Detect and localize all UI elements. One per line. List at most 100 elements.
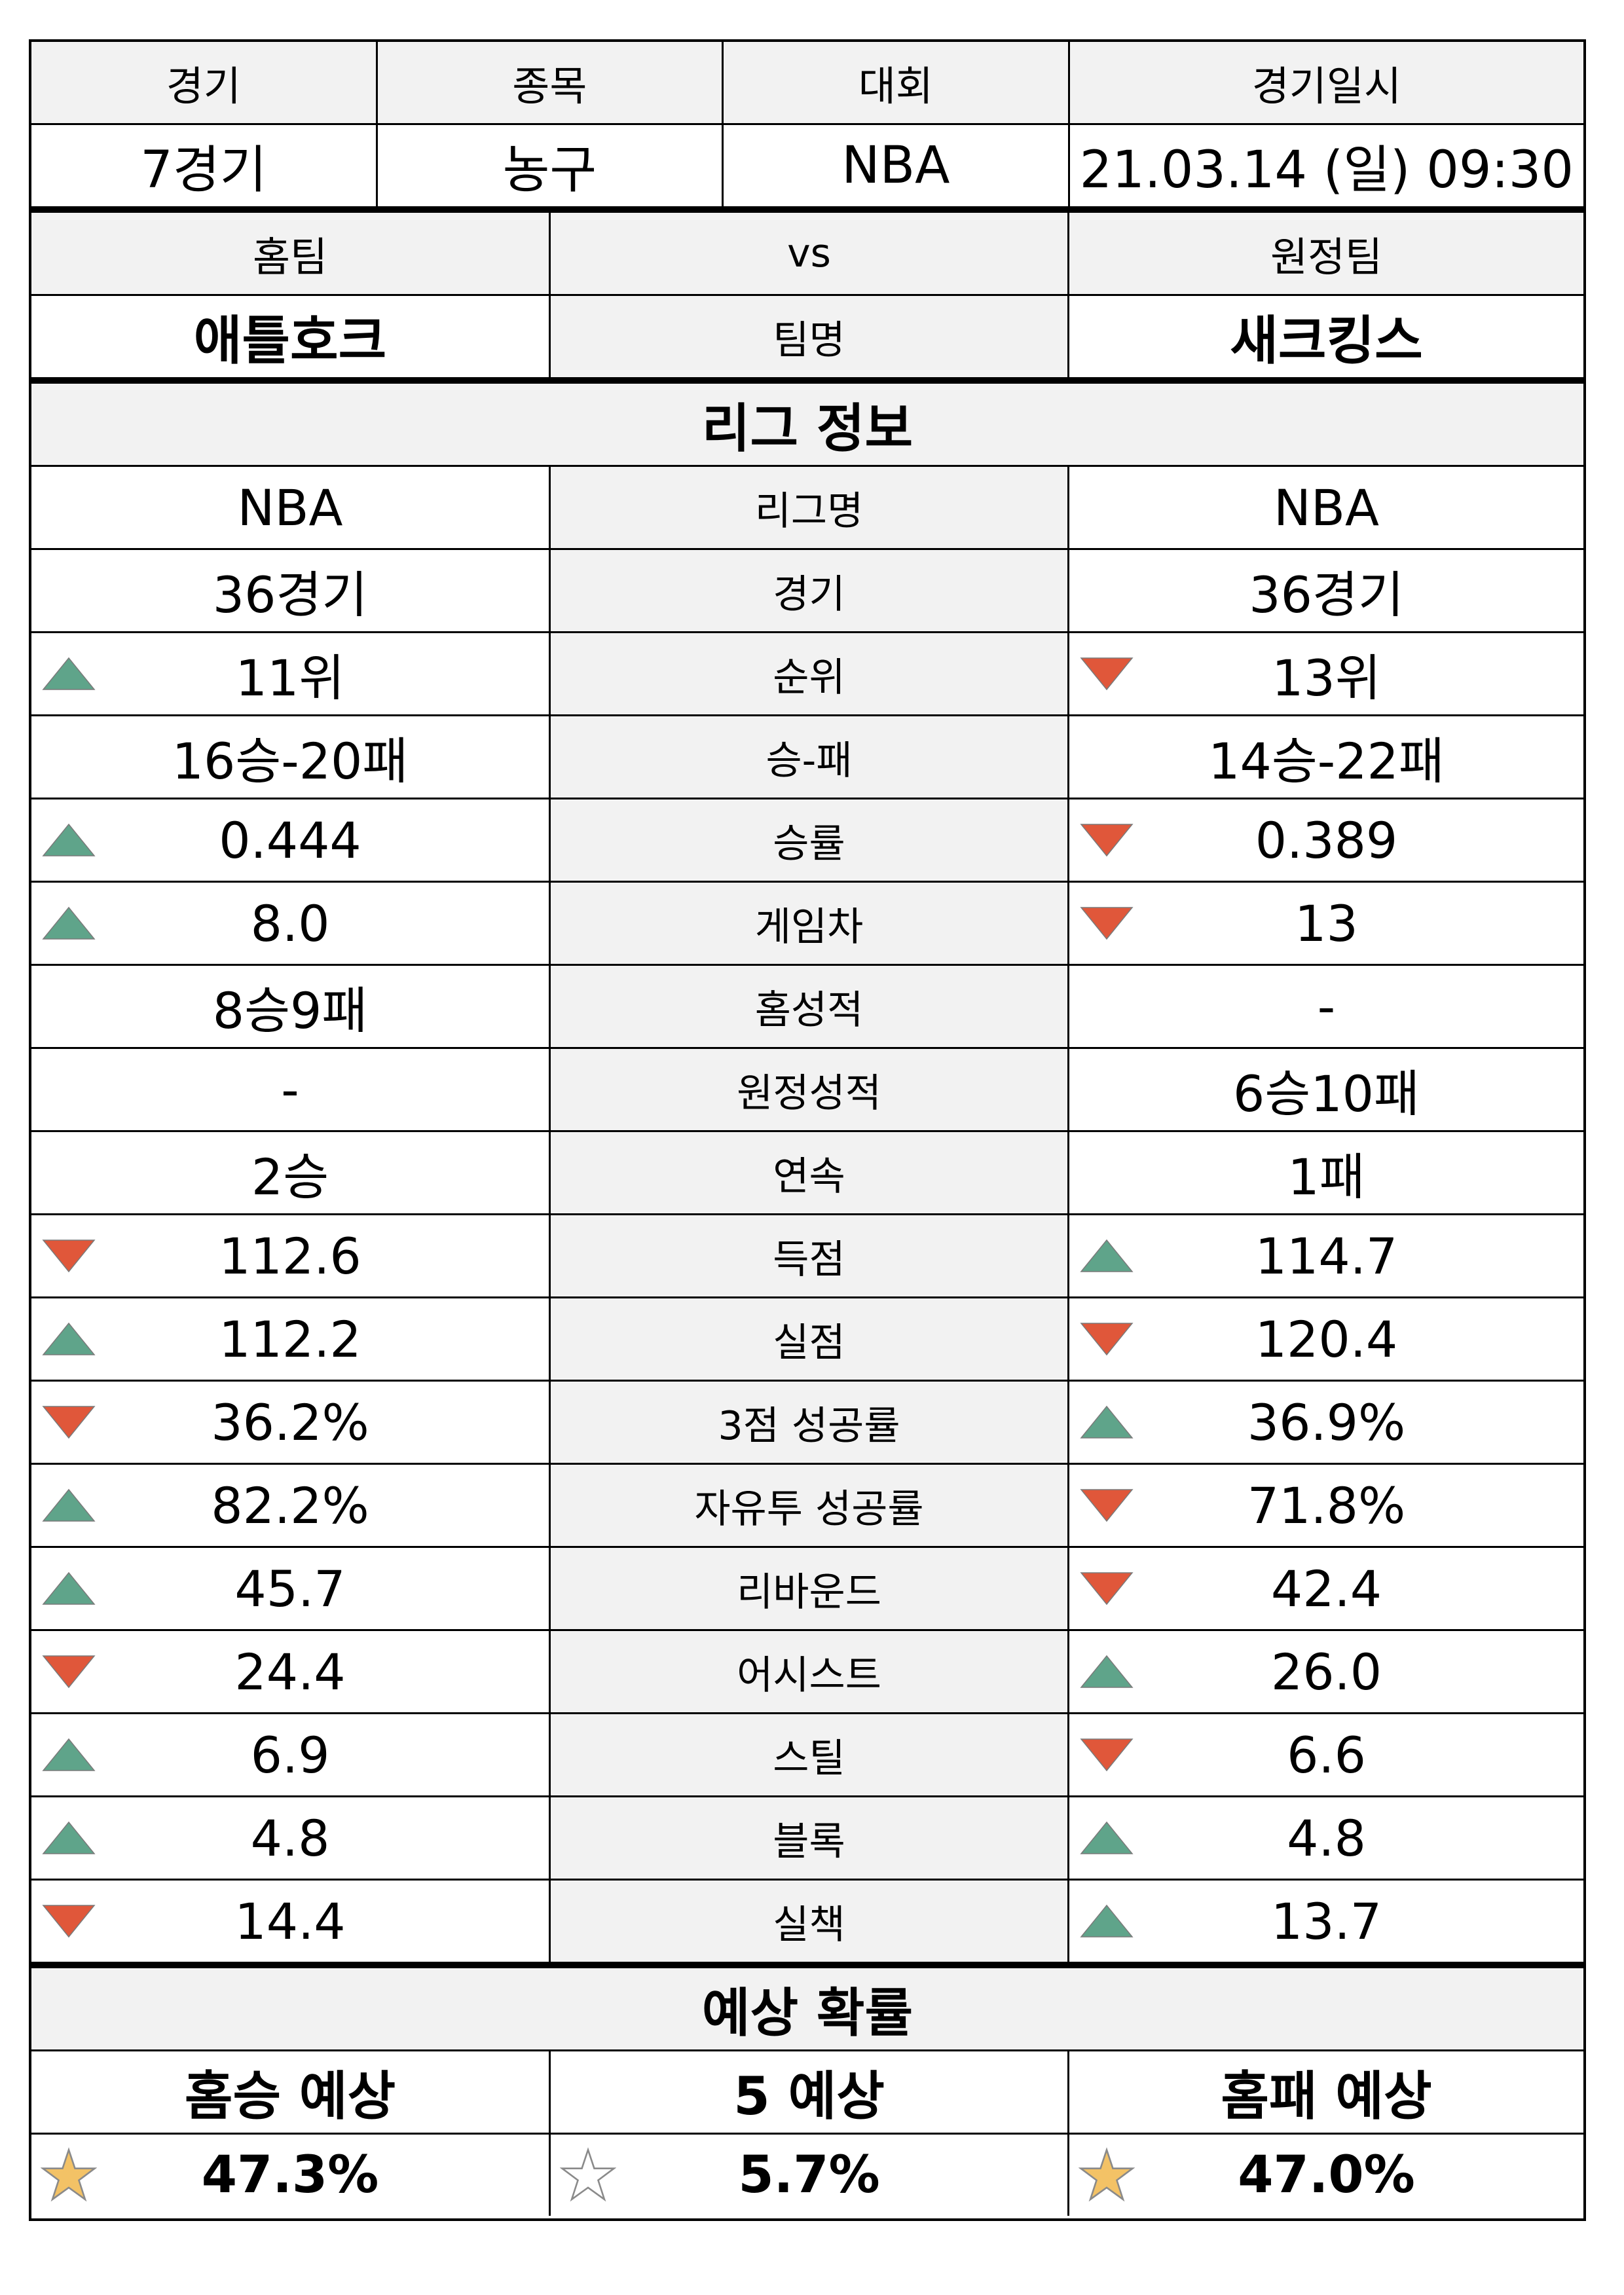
- stat-label: 연속: [551, 1132, 1069, 1213]
- home-stat-value: 82.2%: [31, 1465, 551, 1546]
- match-header-col-0-text: 경기: [166, 62, 241, 110]
- away-stat-value: 4.8: [1069, 1797, 1583, 1879]
- home-stat-value: 8승9패: [31, 966, 551, 1047]
- league-row: 16승-20패 승-패 14승-22패: [31, 716, 1583, 798]
- stat-label: 실점: [551, 1298, 1069, 1380]
- stat-label-text: 어시스트: [737, 1652, 881, 1698]
- league-row: 8승9패 홈성적 -: [31, 966, 1583, 1047]
- filled-star-icon: [1079, 2147, 1135, 2202]
- away-stat-value-text: 26.0: [1270, 1642, 1382, 1701]
- prediction-title-row: 예상 확률: [31, 1968, 1583, 2049]
- away-stat-value-text: 6.6: [1287, 1725, 1366, 1784]
- home-stat-value: 14.4: [31, 1881, 551, 1962]
- down-triangle-icon: [42, 1905, 96, 1938]
- prediction-label-1: 5 예상: [551, 2051, 1069, 2133]
- double-divider: [31, 1962, 1583, 1968]
- stat-label: 승-패: [551, 716, 1069, 798]
- stat-label-text: 자유투 성공률: [694, 1486, 924, 1532]
- prediction-label-row: 홈승 예상 5 예상 홈패 예상: [31, 2051, 1583, 2133]
- divider-line: [31, 1546, 1583, 1548]
- home-stat-value-text: -: [281, 1060, 299, 1119]
- up-triangle-icon: [1080, 1239, 1134, 1272]
- divider-line: [31, 1380, 1583, 1382]
- away-team-label: 원정팀: [1069, 213, 1583, 294]
- away-stat-value-text: 114.7: [1255, 1226, 1398, 1285]
- stat-label-text: 순위: [773, 654, 845, 701]
- away-stat-value: 71.8%: [1069, 1465, 1583, 1546]
- away-stat-value: 13.7: [1069, 1881, 1583, 1962]
- home-stat-value-text: 0.444: [219, 811, 361, 870]
- league-row: 2승 연속 1패: [31, 1132, 1583, 1213]
- match-header-row: 경기 종목 대회 경기일시: [31, 42, 1584, 123]
- away-stat-value: 6.6: [1069, 1714, 1583, 1795]
- home-stat-value-text: 16승-20패: [172, 732, 409, 790]
- home-stat-value-text: NBA: [237, 478, 343, 537]
- empty-star-icon: [560, 2147, 616, 2202]
- down-triangle-icon: [42, 1655, 96, 1689]
- stat-label-text: 블록: [773, 1818, 845, 1865]
- home-stat-value-text: 112.2: [219, 1310, 361, 1368]
- away-stat-value-text: NBA: [1274, 478, 1379, 537]
- stat-label-text: 3점 성공률: [718, 1403, 900, 1449]
- team-label-row: 홈팀 vs 원정팀: [31, 213, 1583, 294]
- league-row: 82.2% 자유투 성공률 71.8%: [31, 1465, 1583, 1546]
- team-name-label: 팀명: [551, 296, 1069, 377]
- stat-label-text: 득점: [773, 1236, 845, 1283]
- away-stat-value-text: 6승10패: [1233, 1065, 1420, 1123]
- divider-line: [31, 123, 1583, 125]
- home-stat-value-text: 8.0: [250, 894, 330, 953]
- stat-label: 경기: [551, 550, 1069, 631]
- away-stat-value: 13: [1069, 883, 1583, 964]
- home-stat-value-text: 82.2%: [211, 1476, 369, 1535]
- divider-line: [31, 631, 1583, 633]
- match-value-col-0-text: 7경기: [140, 141, 267, 200]
- stat-label: 득점: [551, 1215, 1069, 1296]
- down-triangle-icon: [1080, 1572, 1134, 1606]
- match-header-col-1-text: 종목: [512, 62, 587, 110]
- filled-star-icon: [41, 2147, 97, 2202]
- prediction-label-1-text: 5 예상: [733, 2066, 885, 2127]
- divider-line: [31, 548, 1583, 550]
- away-stat-value-text: 4.8: [1287, 1808, 1366, 1867]
- stat-label: 3점 성공률: [551, 1382, 1069, 1463]
- up-triangle-icon: [1080, 1821, 1134, 1854]
- match-header-col-3-text: 경기일시: [1251, 62, 1401, 110]
- stat-label-text: 홈성적: [754, 987, 864, 1033]
- league-row: NBA 리그명 NBA: [31, 467, 1583, 548]
- league-row: - 원정성적 6승10패: [31, 1049, 1583, 1130]
- home-stat-value-text: 2승: [251, 1148, 329, 1206]
- stat-label-text: 승률: [773, 820, 845, 867]
- up-triangle-icon: [42, 823, 96, 856]
- home-stat-value-text: 8승9패: [212, 982, 368, 1040]
- match-value-col-3-text: 21.03.14 (일) 09:30: [1079, 141, 1574, 200]
- divider-line: [31, 798, 1583, 799]
- double-divider: [31, 206, 1583, 213]
- home-stat-value: 0.444: [31, 799, 551, 881]
- match-value-col-3: 21.03.14 (일) 09:30: [1070, 125, 1583, 206]
- away-stat-value-text: 120.4: [1255, 1310, 1398, 1368]
- prediction-section-title-text: 예상 확률: [701, 1983, 913, 2044]
- prediction-value-0-text: 47.3%: [201, 2146, 379, 2205]
- stat-label: 홈성적: [551, 966, 1069, 1047]
- home-stat-value-text: 36.2%: [211, 1393, 369, 1452]
- away-stat-value-text: 42.4: [1270, 1559, 1382, 1618]
- away-stat-value: 26.0: [1069, 1631, 1583, 1712]
- down-triangle-icon: [1080, 1738, 1134, 1772]
- home-stat-value-text: 11위: [235, 649, 345, 707]
- up-triangle-icon: [42, 1821, 96, 1854]
- stat-label: 리그명: [551, 467, 1069, 548]
- away-stat-value-text: 13.7: [1270, 1892, 1382, 1951]
- match-header-col-3: 경기일시: [1069, 42, 1584, 123]
- up-triangle-icon: [42, 657, 96, 690]
- league-row: 11위 순위 13위: [31, 633, 1583, 714]
- home-stat-value-text: 4.8: [250, 1808, 330, 1867]
- league-row: 36경기 경기 36경기: [31, 550, 1583, 631]
- match-value-row: 7경기 농구 NBA 21.03.14 (일) 09:30: [31, 125, 1583, 206]
- stat-label-text: 승-패: [766, 737, 853, 784]
- up-triangle-icon: [42, 1488, 96, 1522]
- home-stat-value: 11위: [31, 633, 551, 714]
- up-triangle-icon: [42, 906, 96, 940]
- league-row: 24.4 어시스트 26.0: [31, 1631, 1583, 1712]
- stat-label-text: 리그명: [754, 488, 864, 534]
- league-row: 112.2 실점 120.4: [31, 1298, 1583, 1380]
